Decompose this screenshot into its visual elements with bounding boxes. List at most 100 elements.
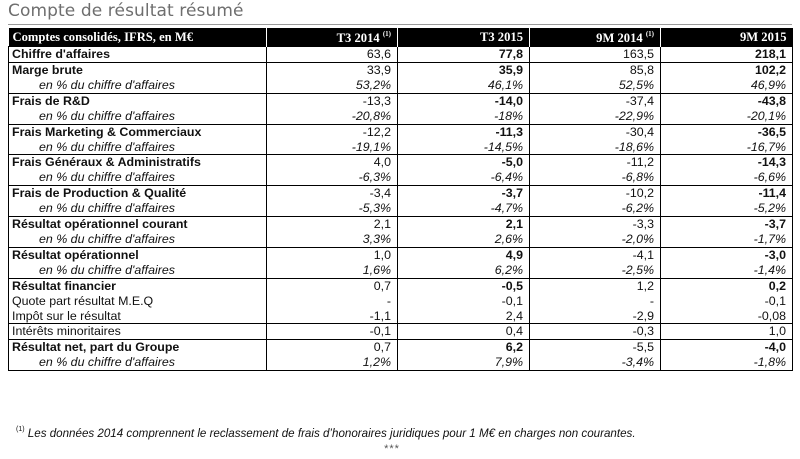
- row-label: en % du chiffre d'affaires: [8, 355, 267, 372]
- table-row: en % du chiffre d'affaires 1,2% 7,9% -3,4% -…: [8, 355, 793, 372]
- row-value: -16,7%: [660, 139, 793, 155]
- table-row: Frais Généraux & Administratifs 4,0 -5,0 -1…: [8, 154, 793, 171]
- row-value: -3,0: [660, 246, 793, 263]
- row-value: 4,0: [266, 154, 398, 171]
- row-label: en % du chiffre d'affaires: [8, 201, 267, 217]
- row-value: -36,5: [660, 123, 793, 140]
- row-label: Résultat financier: [8, 277, 267, 294]
- header-label: Comptes consolidés, IFRS, en M€: [8, 28, 267, 47]
- row-value: -6,6%: [660, 170, 793, 186]
- table-row: en % du chiffre d'affaires 1,6% 6,2% -2,5% -…: [8, 262, 793, 279]
- row-value: 77,8: [397, 46, 530, 63]
- row-value: -43,8: [660, 92, 793, 109]
- row-value: 85,8: [529, 61, 661, 78]
- table-row: en % du chiffre d'affaires 53,2% 46,1% 52,5…: [8, 77, 793, 94]
- row-value: -6,4%: [397, 170, 530, 186]
- row-value: -0,1: [397, 293, 530, 309]
- row-value: 1,6%: [266, 262, 398, 279]
- row-label: Frais Généraux & Administratifs: [8, 154, 267, 171]
- row-value: 0,7: [266, 277, 398, 294]
- table-row: Marge brute 33,9 35,9 85,8 102,2: [8, 61, 793, 78]
- row-value: -20,1%: [660, 108, 793, 125]
- row-value: 46,9%: [660, 77, 793, 94]
- header-9m-2015: 9M 2015: [660, 28, 793, 47]
- row-value: -: [529, 293, 661, 309]
- row-value: 1,2: [529, 277, 661, 294]
- row-value: 2,1: [397, 216, 530, 232]
- row-label: en % du chiffre d'affaires: [8, 231, 267, 248]
- row-value: 0,2: [660, 277, 793, 294]
- row-value: -1,1: [266, 308, 398, 324]
- table-row: en % du chiffre d'affaires -20,8% -18% -22,…: [8, 108, 793, 125]
- row-label: Quote part résultat M.E.Q: [8, 293, 267, 309]
- row-value: -13,3: [266, 92, 398, 109]
- page-title: Compte de résultat résumé: [8, 1, 244, 21]
- row-value: -5,2%: [660, 201, 793, 217]
- row-label: en % du chiffre d'affaires: [8, 262, 267, 279]
- header-t3-2015: T3 2015: [397, 28, 530, 47]
- section-separator: ***: [384, 443, 400, 455]
- table-row: Frais de R&D -13,3 -14,0 -37,4 -43,8: [8, 92, 793, 109]
- row-value: -2,9: [529, 308, 661, 324]
- footnote-marker: (1): [16, 426, 25, 434]
- row-value: 35,9: [397, 61, 530, 78]
- row-value: -1,4%: [660, 262, 793, 279]
- row-value: -3,7: [397, 185, 530, 202]
- row-value: -3,7: [660, 216, 793, 232]
- row-value: 218,1: [660, 46, 793, 63]
- row-value: 2,1: [266, 216, 398, 232]
- table-row: Résultat opérationnel 1,0 4,9 -4,1 -3,0: [8, 246, 793, 263]
- row-value: 102,2: [660, 61, 793, 78]
- footnote: (1) Les données 2014 comprennent le recl…: [16, 426, 636, 440]
- row-label: Résultat opérationnel courant: [8, 216, 267, 232]
- row-label: Frais Marketing & Commerciaux: [8, 123, 267, 140]
- header-t3-2014: T3 2014 (1): [266, 28, 398, 47]
- table-row: Impôt sur le résultat -1,1 2,4 -2,9 -0,08: [8, 308, 793, 324]
- row-label: Frais de Production & Qualité: [8, 185, 267, 202]
- row-value: -11,3: [397, 123, 530, 140]
- row-label: Marge brute: [8, 61, 267, 78]
- row-value: -5,3%: [266, 201, 398, 217]
- row-value: 6,2: [397, 339, 530, 356]
- row-value: 0,7: [266, 339, 398, 356]
- row-value: -3,3: [529, 216, 661, 232]
- row-value: -2,5%: [529, 262, 661, 279]
- row-value: 6,2%: [397, 262, 530, 279]
- row-value: -10,2: [529, 185, 661, 202]
- row-value: -12,2: [266, 123, 398, 140]
- row-value: 46,1%: [397, 77, 530, 94]
- row-label: en % du chiffre d'affaires: [8, 77, 267, 94]
- row-label: Résultat opérationnel: [8, 246, 267, 263]
- table-header-row: Comptes consolidés, IFRS, en M€ T3 2014 …: [8, 28, 793, 47]
- table-row: Résultat opérationnel courant 2,1 2,1 -3,3-…: [8, 216, 793, 232]
- row-value: -6,2%: [529, 201, 661, 217]
- footnote-text: Les données 2014 comprennent le reclasse…: [27, 427, 636, 440]
- row-value: -0,08: [660, 308, 793, 324]
- row-value: 0,4: [397, 323, 530, 340]
- row-value: -22,9%: [529, 108, 661, 125]
- row-value: -5,0: [397, 154, 530, 171]
- row-value: 1,2%: [266, 355, 398, 372]
- title-divider: [8, 24, 792, 25]
- row-value: 2,4: [397, 308, 530, 324]
- table-row: en % du chiffre d'affaires -19,1% -14,5% -1…: [8, 139, 793, 155]
- row-value: -19,1%: [266, 139, 398, 155]
- row-value: 1,0: [266, 246, 398, 263]
- header-9m-2014: 9M 2014 (1): [529, 28, 661, 47]
- row-value: -0,1: [660, 293, 793, 309]
- table-row: Intérêts minoritaires -0,1 0,4 -0,3 1,0: [8, 323, 793, 340]
- row-value: -6,8%: [529, 170, 661, 186]
- row-value: -20,8%: [266, 108, 398, 125]
- row-value: 2,6%: [397, 231, 530, 248]
- row-value: -2,0%: [529, 231, 661, 248]
- row-value: -4,1: [529, 246, 661, 263]
- row-value: -30,4: [529, 123, 661, 140]
- row-label: Chiffre d'affaires: [8, 46, 267, 63]
- row-value: -3,4%: [529, 355, 661, 372]
- row-value: -5,5: [529, 339, 661, 356]
- row-value: -14,0: [397, 92, 530, 109]
- table-row: en % du chiffre d'affaires -5,3% -4,7% -6,2…: [8, 201, 793, 217]
- row-value: -14,3: [660, 154, 793, 171]
- row-value: 63,6: [266, 46, 398, 63]
- row-value: -4,7%: [397, 201, 530, 217]
